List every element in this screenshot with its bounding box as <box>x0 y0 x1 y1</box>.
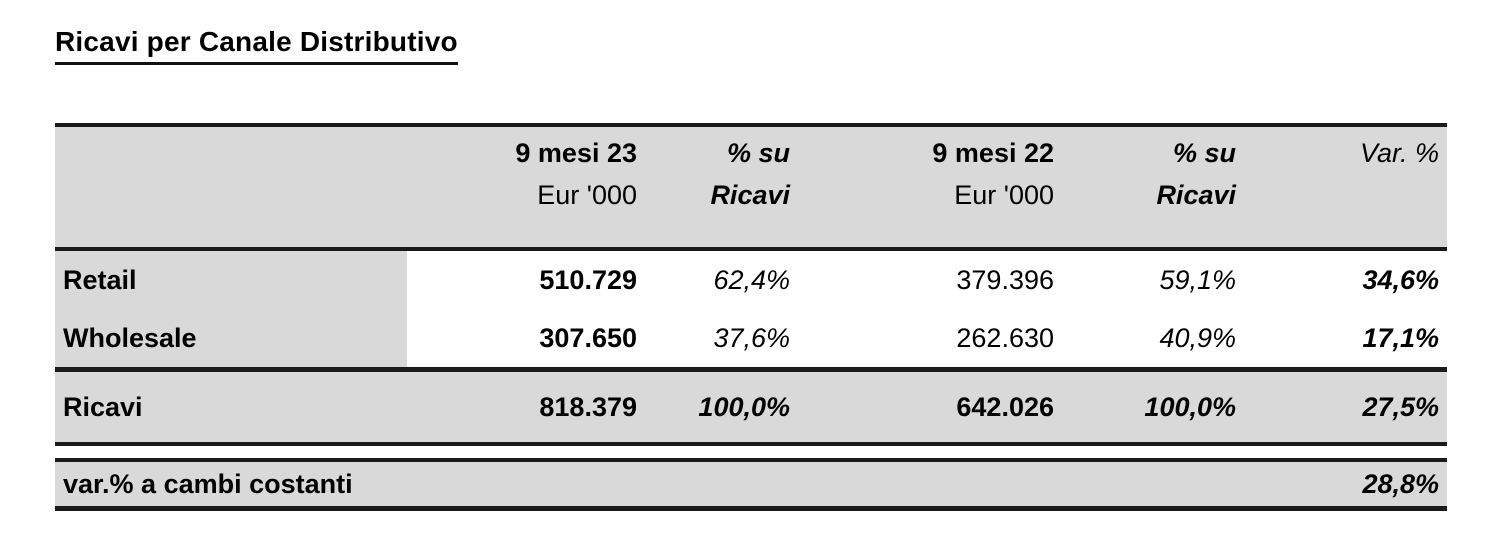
header-pct-22-line2: Ricavi <box>1156 180 1236 210</box>
total-pct-9mesi23: 100,0% <box>698 391 790 422</box>
row-label: Wholesale <box>55 309 407 367</box>
table-header-row: 9 mesi 23 Eur '000 % su Ricavi 9 mesi 22… <box>55 123 1447 251</box>
value-9mesi22: 379.396 <box>956 264 1054 295</box>
pct-9mesi23: 62,4% <box>713 264 790 295</box>
total-var-pct: 27,5% <box>1362 391 1439 422</box>
table-row-retail: Retail 510.729 62,4% 379.396 59,1% 34,6% <box>55 251 1447 309</box>
total-label: Ricavi <box>63 391 143 422</box>
header-pct-23-line2: Ricavi <box>710 180 790 210</box>
header-pct-22-line1: % su <box>1172 138 1236 168</box>
channel-rows-section: Retail 510.729 62,4% 379.396 59,1% 34,6%… <box>55 251 1447 372</box>
total-pct-9mesi22: 100,0% <box>1144 391 1236 422</box>
table-spacer <box>55 446 1447 458</box>
header-pct-22: % su Ricavi <box>1054 132 1236 216</box>
constant-currency-label: var.% a cambi costanti <box>63 468 353 499</box>
total-value-9mesi23: 818.379 <box>539 391 637 422</box>
header-9mesi23: 9 mesi 23 Eur '000 <box>407 132 637 216</box>
revenue-by-channel-table: 9 mesi 23 Eur '000 % su Ricavi 9 mesi 22… <box>55 123 1447 511</box>
header-var-pct-label: Var. % <box>1359 138 1439 168</box>
value-9mesi23: 510.729 <box>539 264 637 295</box>
header-9mesi23-period: 9 mesi 23 <box>515 138 637 168</box>
constant-currency-var-pct: 28,8% <box>1362 468 1439 499</box>
pct-9mesi23: 37,6% <box>713 322 790 353</box>
table-row-total-ricavi: Ricavi 818.379 100,0% 642.026 100,0% 27,… <box>55 372 1447 446</box>
var-pct-value: 34,6% <box>1362 264 1439 295</box>
header-9mesi22: 9 mesi 22 Eur '000 <box>790 132 1054 216</box>
header-pct-23-line1: % su <box>726 138 790 168</box>
table-row-wholesale: Wholesale 307.650 37,6% 262.630 40,9% 17… <box>55 309 1447 367</box>
header-pct-23: % su Ricavi <box>637 132 790 216</box>
value-9mesi23: 307.650 <box>539 322 637 353</box>
pct-9mesi22: 40,9% <box>1159 322 1236 353</box>
header-9mesi23-unit: Eur '000 <box>537 180 637 210</box>
table-row-constant-currency: var.% a cambi costanti 28,8% <box>55 458 1447 511</box>
header-9mesi22-unit: Eur '000 <box>954 180 1054 210</box>
page-title: Ricavi per Canale Distributivo <box>55 26 458 65</box>
header-var-pct: Var. % <box>1236 132 1447 174</box>
total-value-9mesi22: 642.026 <box>956 391 1054 422</box>
pct-9mesi22: 59,1% <box>1159 264 1236 295</box>
var-pct-value: 17,1% <box>1362 322 1439 353</box>
value-9mesi22: 262.630 <box>956 322 1054 353</box>
row-label: Retail <box>55 251 407 309</box>
header-9mesi22-period: 9 mesi 22 <box>932 138 1054 168</box>
